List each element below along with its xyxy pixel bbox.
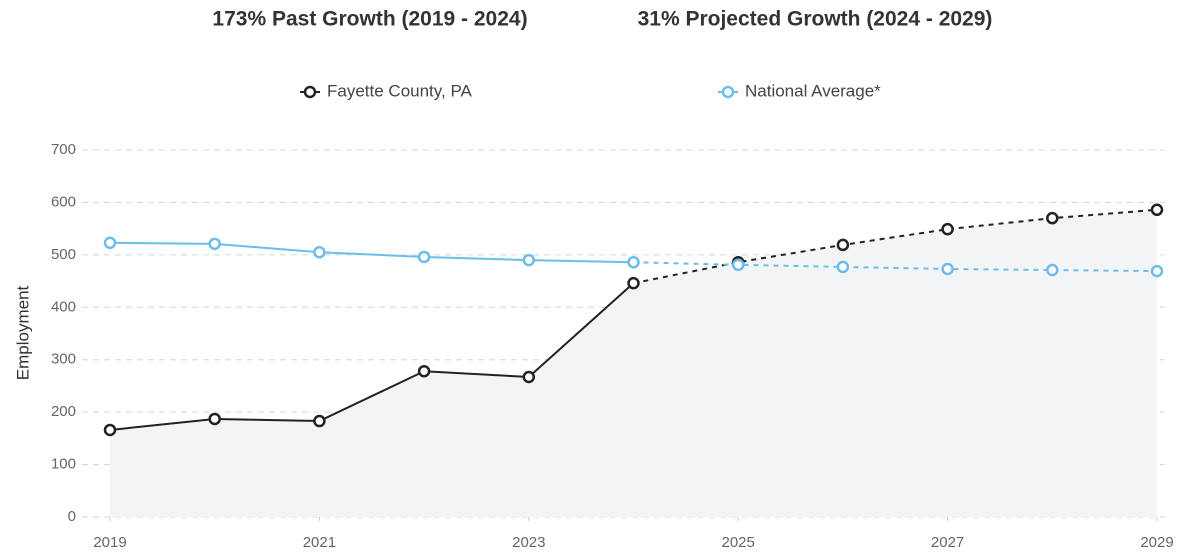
chart-title: 173% Past Growth (2019 - 2024) xyxy=(212,8,527,31)
marker xyxy=(1150,203,1164,217)
marker xyxy=(627,255,640,269)
legend-label: Fayette County, PA xyxy=(327,81,473,100)
marker xyxy=(522,370,536,384)
y-tick-label: 500 xyxy=(51,246,76,263)
marker xyxy=(941,262,954,276)
x-tick-label: 2019 xyxy=(93,534,126,551)
line-solid xyxy=(109,282,635,431)
y-tick-label: 600 xyxy=(51,193,76,210)
marker xyxy=(522,253,536,267)
y-tick-label: 100 xyxy=(51,456,76,473)
area xyxy=(110,209,1157,518)
marker xyxy=(417,364,431,378)
y-tick-label: 700 xyxy=(51,141,76,158)
y-axis-label: Employment xyxy=(13,285,32,380)
y-tick-label: 300 xyxy=(51,351,76,368)
marker xyxy=(208,412,221,426)
marker xyxy=(1046,211,1059,225)
marker xyxy=(1150,264,1164,278)
line-dashed xyxy=(633,208,1158,285)
marker xyxy=(836,238,850,252)
marker xyxy=(836,260,850,274)
y-tick-label: 0 xyxy=(68,508,76,525)
line-solid xyxy=(109,241,634,264)
legend-label: National Average* xyxy=(745,81,881,100)
legend-marker xyxy=(721,85,735,99)
x-tick-label: 2021 xyxy=(303,534,336,551)
x-tick-label: 2023 xyxy=(512,534,545,551)
x-tick-label: 2029 xyxy=(1140,534,1173,551)
marker xyxy=(103,423,117,437)
marker xyxy=(208,237,221,251)
y-tick-label: 200 xyxy=(51,403,76,420)
marker xyxy=(313,245,326,259)
marker xyxy=(103,236,117,250)
marker xyxy=(313,414,326,428)
legend-marker xyxy=(303,85,317,99)
chart-subtitle: 31% Projected Growth (2024 - 2029) xyxy=(638,8,993,31)
marker xyxy=(941,222,954,236)
line-dashed xyxy=(633,261,1158,273)
x-tick-label: 2027 xyxy=(931,534,964,551)
marker xyxy=(627,276,640,290)
marker xyxy=(1046,263,1059,277)
marker xyxy=(417,250,431,264)
y-tick-label: 400 xyxy=(51,298,76,315)
x-tick-label: 2025 xyxy=(722,534,755,551)
marker xyxy=(731,258,745,272)
